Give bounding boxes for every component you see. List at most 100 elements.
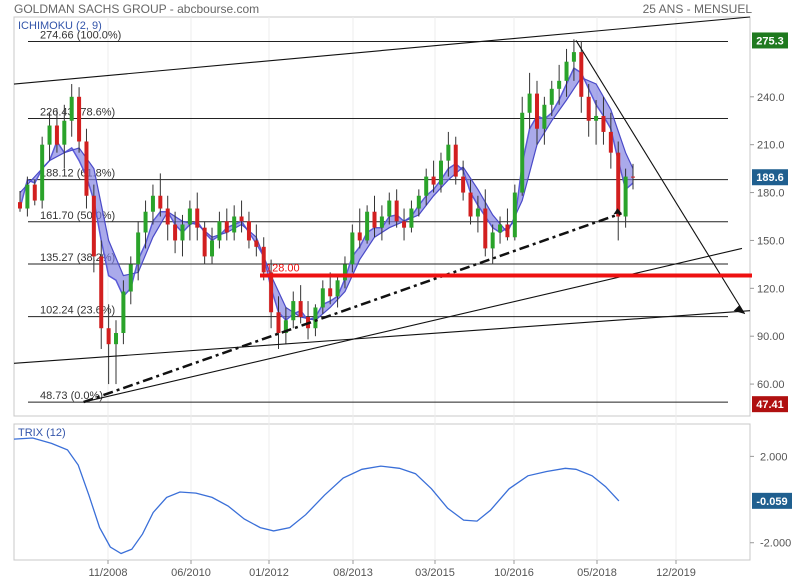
candle-body	[335, 280, 340, 297]
candle-body	[224, 221, 229, 233]
trendline-arrowhead	[733, 304, 745, 314]
candle-body	[365, 211, 370, 241]
trendline	[13, 310, 751, 364]
candle-body	[114, 333, 119, 345]
trix-panel-frame	[13, 423, 751, 561]
candle-body	[586, 96, 591, 121]
trendline	[575, 40, 746, 315]
candle-body	[342, 264, 347, 281]
candle-body	[269, 272, 274, 313]
candle-body	[438, 160, 443, 185]
grid-layer	[107, 17, 677, 560]
candle-body	[173, 224, 178, 241]
fibonacci-layer: 274.66 (100.0%)226.43 (78.6%)188.12 (61.…	[28, 29, 728, 403]
candle-body	[128, 264, 133, 292]
x-tick-label: 05/2018	[577, 567, 617, 579]
candle-body	[431, 176, 436, 185]
candle-body	[106, 328, 111, 345]
candle-body	[246, 221, 251, 241]
candle-body	[616, 152, 621, 217]
y-tick-label: 120.0	[757, 283, 785, 295]
support-line-label: 128.00	[266, 263, 300, 275]
candle-body	[394, 200, 399, 222]
candle-body	[232, 216, 237, 233]
candle-body	[283, 320, 288, 334]
high-price-tag: 275.3	[756, 35, 784, 47]
candle-body	[549, 88, 554, 105]
trix-last-value-bg	[752, 492, 792, 509]
fibonacci-level-label: 188.12 (61.8%)	[40, 168, 115, 180]
candle-body	[320, 288, 325, 308]
candle-body	[210, 240, 215, 257]
candle-body	[328, 288, 333, 297]
candle-body	[564, 61, 569, 81]
trix-y-tick-label: -2.000	[760, 538, 791, 550]
candle-body	[631, 176, 635, 178]
y-tick-label: 90.00	[757, 331, 785, 343]
candle-body	[121, 291, 126, 334]
chart-title: GOLDMAN SACHS GROUP - abcbourse.com	[14, 2, 260, 16]
candle-body	[453, 144, 458, 177]
price-axis-layer: 240.0 210.0 180.0 150.0 120.0 90.00 60.00 275.3…	[750, 32, 788, 413]
candle-body	[47, 125, 52, 145]
candle-body	[498, 224, 503, 233]
candle-body	[313, 307, 318, 329]
dash-trend-arrowhead	[613, 208, 622, 215]
candle-body	[254, 240, 259, 247]
candle-body	[165, 208, 170, 225]
candle-body	[217, 221, 222, 241]
y-tick-label: 60.00	[757, 379, 785, 391]
low-price-tag: 47.41	[756, 399, 784, 411]
candle-body	[475, 208, 480, 217]
trendlines-layer	[13, 16, 751, 404]
candle-body	[527, 93, 532, 113]
candle-body	[402, 221, 407, 228]
fibonacci-level-label: 48.73 (0.0%)	[40, 390, 103, 402]
candle-body	[99, 256, 104, 329]
candle-body	[143, 211, 148, 233]
candle-body	[84, 141, 89, 196]
candle-body	[542, 104, 547, 129]
candle-body	[62, 120, 67, 145]
candle-body	[468, 192, 473, 217]
candle-body	[512, 192, 517, 238]
candle-body	[534, 93, 539, 129]
trix-layer: 2.000 -2.000 -0.059	[13, 437, 792, 555]
candle-body	[623, 176, 628, 217]
candle-body	[571, 52, 576, 62]
candle-body	[195, 208, 200, 228]
y-tick-label: 150.0	[757, 235, 785, 247]
chart-period: 25 ANS - MENSUEL	[642, 2, 752, 16]
candle-body	[18, 202, 22, 209]
high-price-tag-bg	[752, 32, 788, 49]
candle-body	[579, 52, 584, 97]
fibonacci-level-label: 274.66 (100.0%)	[40, 29, 121, 41]
candle-body	[601, 115, 606, 132]
trix-series-line	[13, 437, 620, 555]
last-price-tag-bg	[752, 169, 788, 186]
candle-body	[202, 227, 207, 257]
candle-body	[180, 224, 185, 241]
candle-body	[409, 208, 414, 228]
x-tick-label: 06/2010	[171, 567, 211, 579]
low-price-tag-bg	[752, 396, 788, 413]
candle-body	[91, 195, 96, 257]
candle-body	[239, 216, 244, 222]
candle-body	[357, 232, 362, 241]
candle-body	[461, 176, 466, 193]
trix-y-tick-label: 2.000	[760, 451, 788, 463]
candle-body	[54, 125, 59, 145]
last-price-tag: 189.6	[756, 172, 784, 184]
candle-body	[505, 224, 510, 238]
trix-indicator-label: TRIX (12)	[18, 427, 66, 439]
candle-body	[350, 232, 355, 265]
candle-body	[136, 232, 141, 265]
y-tick-label: 240.0	[757, 92, 785, 104]
main-panel-frame	[13, 16, 751, 417]
candles-layer	[18, 39, 635, 385]
candle-body	[557, 80, 562, 89]
candle-body	[387, 200, 392, 217]
candle-body	[40, 144, 45, 201]
candle-body	[490, 232, 495, 249]
